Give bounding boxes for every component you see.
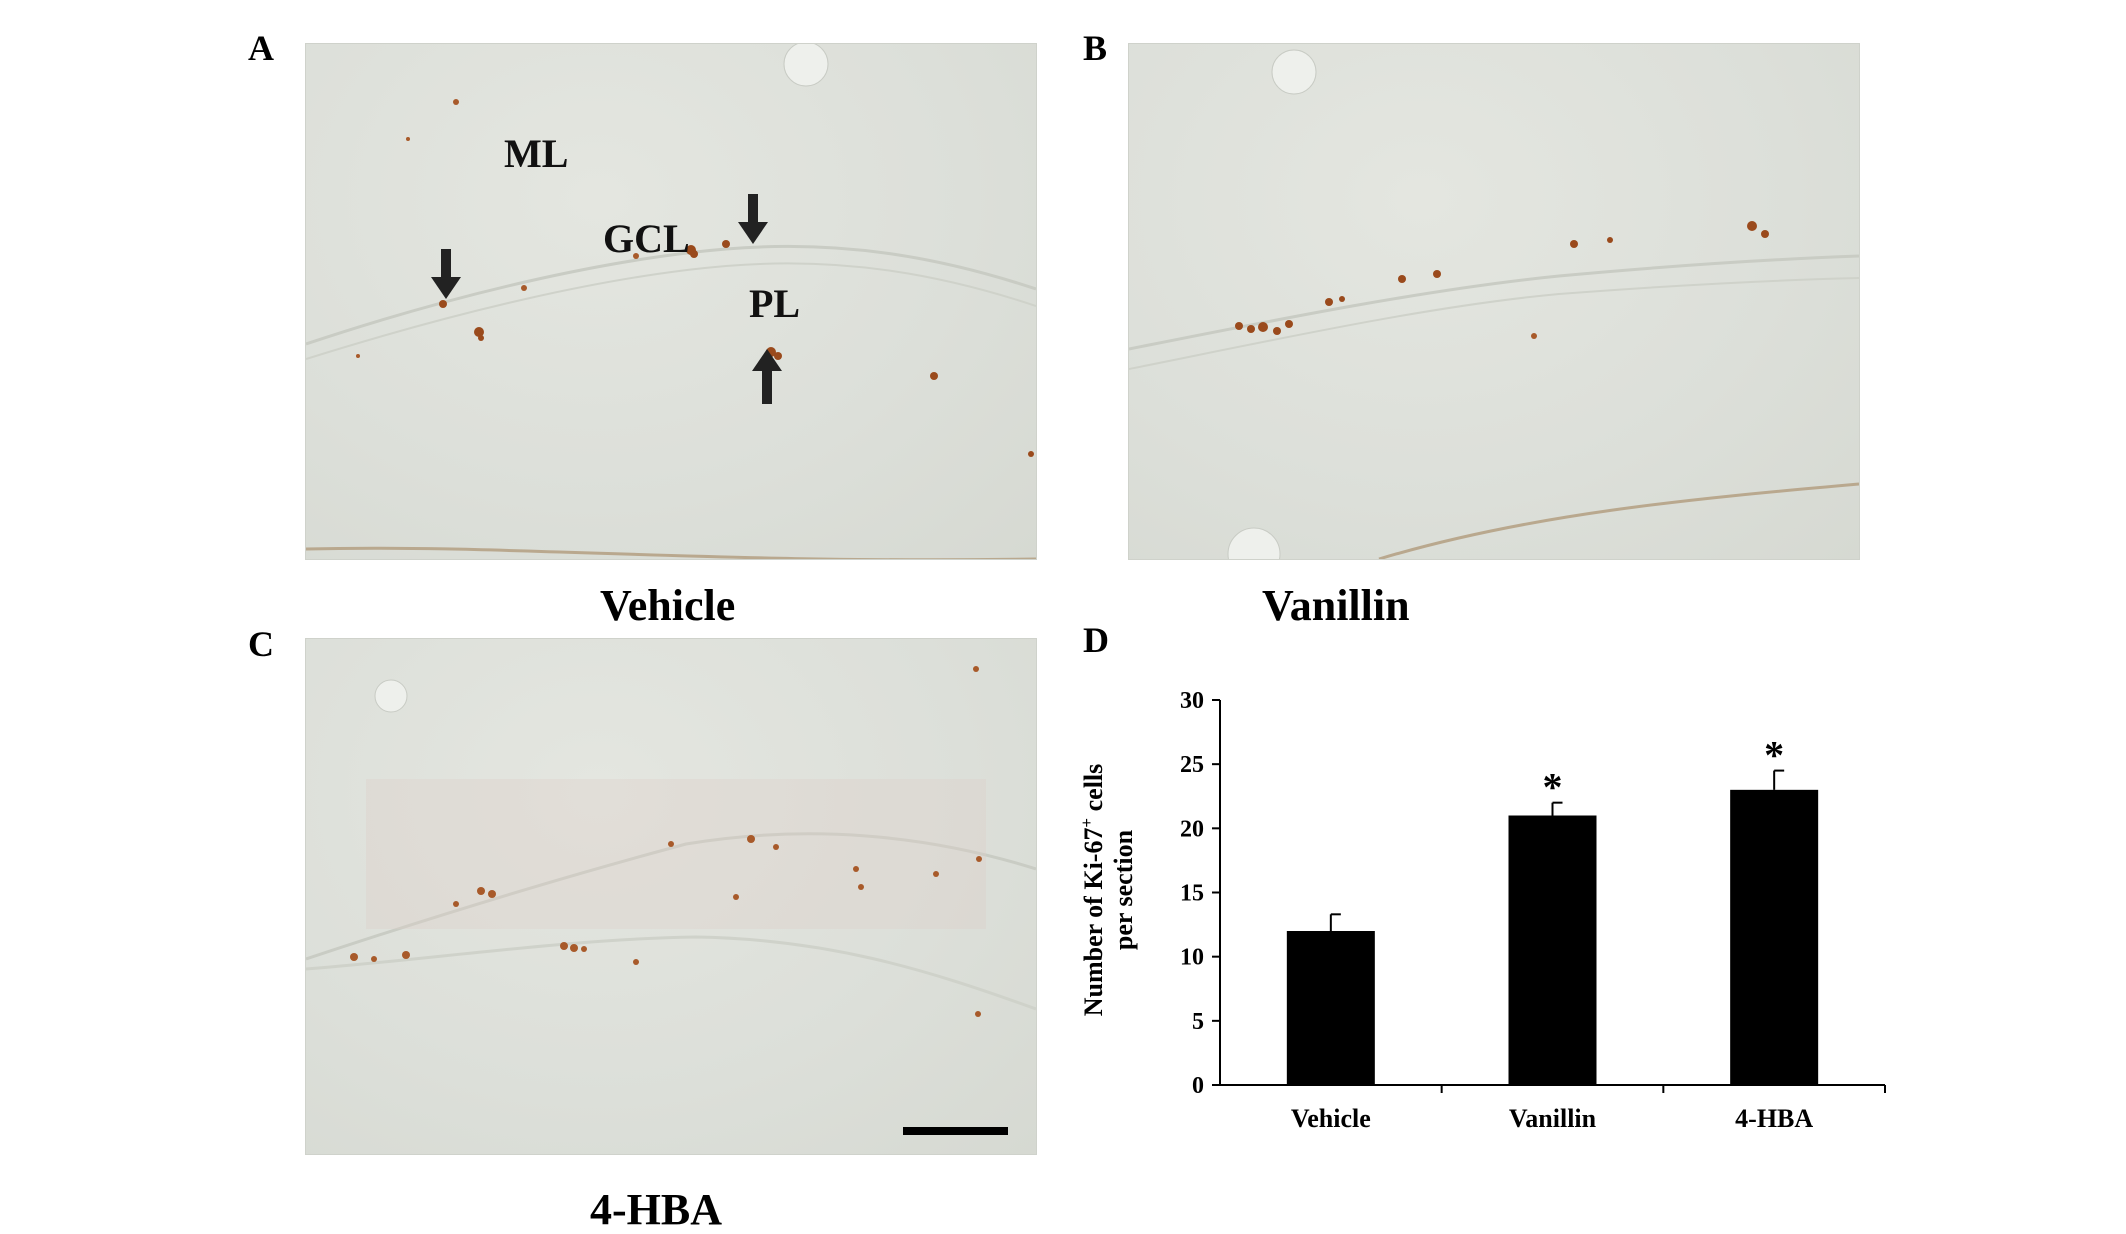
scale-bar [903,1127,1008,1135]
panel-letter-b: B [1083,28,1108,68]
region-label-ml: ML [504,131,569,176]
arrow-up-icon [752,349,782,404]
y-tick-label: 0 [1192,1073,1204,1099]
micrograph-4-hba [305,638,1037,1155]
bar-vehicle [1286,931,1375,1085]
condition-label-vanillin: Vanillin [1262,581,1410,630]
y-axis-label-line1: Number of Ki-67+ cells [1077,764,1108,1017]
region-label-gcl: GCL [603,216,690,261]
tissue-texture [1129,49,1859,559]
arrow-down-icon [738,194,768,244]
significance-marker: * [1543,765,1563,810]
y-axis-label-line2: per section [1109,829,1138,950]
chart-canvas: Number of Ki-67+ cells per section 0 5 10 1… [1077,688,1886,1133]
condition-label-4-hba: 4-HBA [590,1185,722,1234]
region-label-pl: PL [749,281,801,326]
micrograph-vehicle: ML GCL PL [305,43,1037,560]
condition-label-vehicle: Vehicle [600,581,736,630]
y-tick-label: 15 [1180,881,1204,907]
panel-letter-d: D [1083,620,1109,660]
x-tick-label: 4-HBA [1735,1104,1813,1133]
panel-letter-c: C [248,624,274,664]
tissue-texture [306,44,1036,559]
x-tick-label: Vehicle [1291,1104,1371,1133]
y-tick-label: 25 [1180,752,1204,778]
plot-area: 0 5 10 15 20 25 30 Vehicle * Vanillin * 4-HBA [1180,688,1886,1133]
y-tick-label: 30 [1180,688,1204,714]
y-tick-label: 10 [1180,945,1204,971]
y-tick-label: 5 [1192,1009,1204,1035]
bar-vanillin [1508,815,1597,1085]
panel-letter-a: A [248,28,274,68]
y-tick-label: 20 [1180,816,1204,842]
tissue-texture [306,666,1036,1017]
bar-4-hba [1730,789,1819,1085]
arrow-down-icon [431,249,461,299]
micrograph-vanillin [1128,43,1860,560]
ki67-bar-chart: Number of Ki-67+ cells per section 0 5 10 1… [1060,660,2126,1222]
x-tick-label: Vanillin [1509,1104,1597,1133]
y-axis-label: Number of Ki-67+ cells per section [1077,764,1138,1017]
significance-marker: * [1764,733,1784,778]
